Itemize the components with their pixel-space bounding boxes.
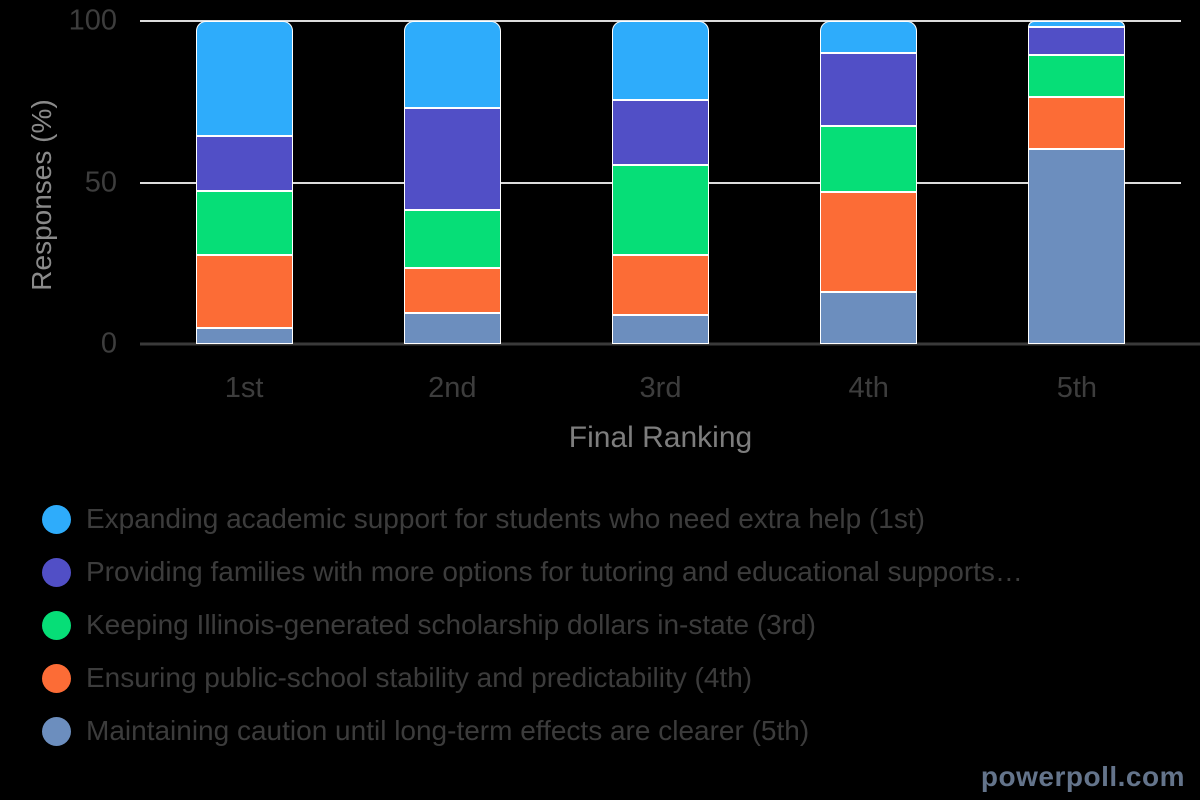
- legend-item[interactable]: Providing families with more options for…: [42, 552, 1182, 592]
- bar-segment: [195, 21, 293, 136]
- legend-dot-icon: [42, 610, 71, 640]
- bar-segment: [612, 100, 709, 165]
- bar-segment: [1028, 27, 1126, 55]
- bar-segment: [820, 21, 918, 54]
- x-axis-line: [140, 342, 1200, 346]
- bar-segment: [403, 313, 501, 344]
- bar-segment: [195, 255, 293, 328]
- plot-area: [140, 20, 1200, 346]
- bar-segment: [1028, 54, 1126, 97]
- legend-dot-icon: [42, 504, 71, 534]
- legend-item[interactable]: Ensuring public-school stability and pre…: [42, 658, 1182, 698]
- x-tick-label-4th: 4th: [848, 372, 889, 404]
- bar-segment: [612, 21, 709, 101]
- legend-item[interactable]: Maintaining caution until long-term effe…: [42, 711, 1182, 751]
- legend-item[interactable]: Keeping Illinois-generated scholarship d…: [42, 605, 1182, 645]
- bar-segment: [820, 192, 918, 293]
- stacked-bar-2nd: [403, 21, 501, 344]
- stacked-bar-5th: [1028, 21, 1126, 344]
- legend: Expanding academic support for students …: [42, 499, 1182, 764]
- stacked-bar-3rd: [612, 21, 709, 344]
- y-tick-label-0: 0: [100, 327, 117, 360]
- x-axis-title: Final Ranking: [568, 421, 753, 454]
- bar-segment: [195, 190, 293, 256]
- bar-slot-3rd: [556, 21, 764, 344]
- bar-segment: [1028, 96, 1126, 149]
- bar-segment: [820, 53, 918, 126]
- bars: [140, 21, 1181, 344]
- bar-segment: [403, 21, 501, 109]
- legend-label: Ensuring public-school stability and pre…: [86, 662, 753, 693]
- x-tick-label-3rd: 3rd: [639, 372, 682, 404]
- x-tick-label-1st: 1st: [224, 372, 264, 404]
- bar-segment: [403, 108, 501, 210]
- x-tick-label-5th: 5th: [1056, 372, 1098, 404]
- brand-link[interactable]: powerpoll.com: [980, 761, 1185, 792]
- legend-dot-icon: [42, 557, 71, 587]
- bar-segment: [820, 292, 918, 344]
- bar-segment: [195, 135, 293, 191]
- bar-segment: [403, 209, 501, 269]
- bar-slot-5th: [973, 21, 1181, 344]
- bar-segment: [195, 327, 293, 344]
- x-tick-labels: 1st 2nd 3rd 4th 5th: [140, 372, 1181, 405]
- legend-label: Keeping Illinois-generated scholarship d…: [86, 609, 816, 640]
- bar-slot-1st: [140, 21, 348, 344]
- x-tick-label-2nd: 2nd: [428, 372, 477, 404]
- bar-slot-2nd: [348, 21, 556, 344]
- bar-slot-4th: [765, 21, 973, 344]
- bar-segment: [403, 268, 501, 314]
- legend-dot-icon: [42, 716, 71, 746]
- y-tick-label-50: 50: [84, 166, 117, 198]
- bar-segment: [612, 314, 709, 344]
- y-tick-label-100: 100: [68, 4, 117, 37]
- legend-item[interactable]: Expanding academic support for students …: [42, 499, 1182, 539]
- stacked-bar-4th: [820, 21, 918, 344]
- bar-segment: [1028, 148, 1126, 344]
- legend-dot-icon: [42, 663, 71, 693]
- bar-segment: [612, 164, 709, 256]
- legend-label: Expanding academic support for students …: [86, 503, 925, 534]
- bar-segment: [820, 125, 918, 193]
- stacked-bar-1st: [195, 21, 293, 344]
- bar-segment: [612, 255, 709, 315]
- legend-label: Providing families with more options for…: [86, 556, 1023, 587]
- y-tick-labels: 0 50 100: [0, 5, 117, 360]
- legend-label: Maintaining caution until long-term effe…: [86, 715, 810, 746]
